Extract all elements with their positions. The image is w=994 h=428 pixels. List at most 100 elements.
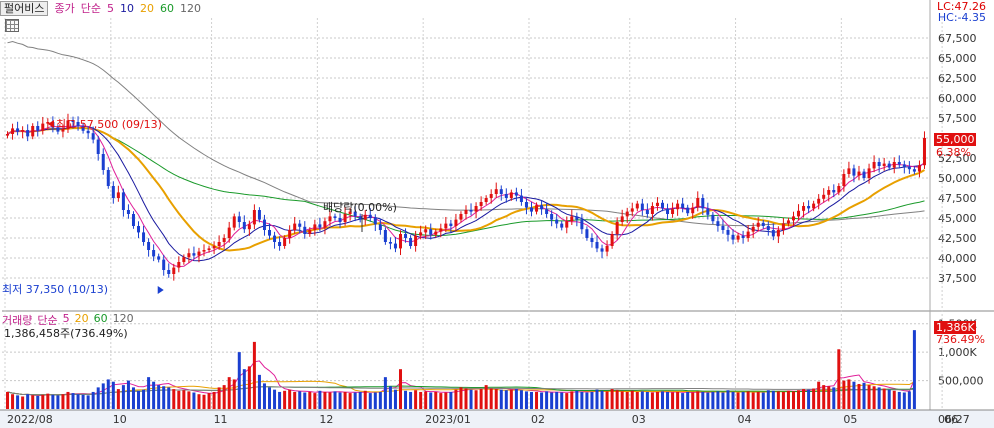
volume-bar — [393, 389, 397, 409]
candle-body — [877, 162, 881, 166]
candle-body — [781, 223, 785, 230]
candle-body — [716, 221, 720, 226]
volume-bar — [676, 391, 680, 409]
candle-body — [26, 130, 30, 137]
candle-body — [61, 129, 65, 132]
price-tick-label: 62,500 — [938, 72, 977, 85]
volume-bar — [600, 390, 604, 409]
ma120-label[interactable]: 120 — [179, 1, 201, 15]
candle-body — [333, 216, 337, 218]
volume-bar — [469, 389, 473, 409]
candle-body — [791, 216, 795, 221]
candle-body — [434, 231, 438, 235]
candle-body — [786, 220, 790, 224]
candle-body — [101, 154, 105, 170]
candle-body — [288, 230, 292, 238]
ma10-label[interactable]: 10 — [119, 1, 134, 15]
candle-body — [373, 218, 377, 225]
x-tick-label: 04 — [738, 413, 752, 426]
candle-body — [313, 224, 317, 230]
stock-menu-button[interactable]: 펄어비스 — [0, 0, 49, 16]
candle-body — [610, 234, 614, 246]
volume-bar — [696, 391, 700, 409]
volume-bar — [363, 390, 367, 409]
candle-body — [524, 202, 528, 208]
candle-body — [41, 123, 45, 131]
volume-bar — [630, 390, 634, 409]
volume-bar — [86, 395, 90, 409]
candle-body — [106, 170, 110, 186]
candle-body — [560, 223, 564, 228]
volume-bar — [514, 389, 518, 409]
candle-body — [776, 230, 780, 237]
volume-bar — [116, 389, 120, 409]
chart-toolbar: 펄어비스 종가 단순 5 10 20 60 120 — [0, 0, 201, 16]
candle-body — [676, 203, 680, 210]
price-tick-label: 45,000 — [938, 212, 977, 225]
vol-ma5-label[interactable]: 5 — [62, 312, 70, 325]
price-tick-label: 57,500 — [938, 112, 977, 125]
volume-bar — [550, 392, 554, 409]
candle-body — [761, 222, 765, 226]
candle-body — [273, 235, 277, 242]
candle-body — [494, 189, 498, 194]
dividend-annotation: 배당락(0.00%) — [323, 201, 397, 214]
candle-body — [812, 203, 816, 209]
volume-bar — [283, 390, 287, 409]
volume-bar — [338, 392, 342, 409]
candle-body — [46, 122, 50, 124]
volume-bar — [832, 387, 836, 409]
volume-bar — [686, 391, 690, 409]
candle-body — [575, 216, 579, 220]
volume-bar — [741, 391, 745, 409]
volume-bar — [857, 383, 861, 409]
candle-body — [283, 238, 287, 246]
x-tick-label: 2023/01 — [425, 413, 471, 426]
candle-body — [399, 234, 403, 249]
ma5-label[interactable]: 5 — [106, 1, 114, 15]
candle-body — [535, 205, 539, 212]
vol-ma120-label[interactable]: 120 — [112, 312, 134, 325]
candle-body — [116, 192, 120, 198]
volume-tick-label: 500,000 — [938, 375, 984, 388]
ma60-line — [7, 127, 925, 237]
candle-body — [469, 210, 473, 212]
candle-body — [867, 168, 871, 178]
price-tick-label: 60,000 — [938, 92, 977, 105]
price-tick-label: 50,000 — [938, 172, 977, 185]
volume-bar — [152, 381, 156, 409]
candle-body — [837, 186, 841, 193]
ma20-label[interactable]: 20 — [139, 1, 154, 15]
vol-ma60-label[interactable]: 60 — [93, 312, 108, 325]
candle-body — [293, 223, 297, 230]
candle-body — [817, 198, 821, 204]
grid-icon[interactable] — [5, 19, 19, 32]
candle-body — [86, 130, 90, 134]
candle-body — [343, 214, 347, 222]
vol-ma20-label[interactable]: 20 — [74, 312, 89, 325]
volume-bar — [147, 377, 151, 409]
volume-bar — [257, 374, 261, 409]
volume-bar — [252, 341, 256, 409]
candle-body — [212, 246, 216, 249]
ma60-label[interactable]: 60 — [159, 1, 174, 15]
volume-bar — [535, 391, 539, 409]
volume-bar — [560, 392, 564, 409]
candle-body — [353, 211, 357, 217]
volume-bar — [807, 389, 811, 409]
candle-body — [862, 171, 866, 178]
candle-body — [590, 238, 594, 242]
volume-bar — [449, 391, 453, 409]
candle-body — [912, 169, 916, 172]
candle-body — [157, 256, 161, 260]
candle-body — [585, 229, 589, 238]
volume-bar — [731, 391, 735, 409]
volume-bar — [912, 330, 916, 409]
volume-bar — [247, 366, 251, 409]
volume-bar — [202, 394, 206, 409]
volume-bar — [585, 392, 589, 409]
volume-bar — [545, 391, 549, 409]
candle-body — [756, 222, 760, 227]
